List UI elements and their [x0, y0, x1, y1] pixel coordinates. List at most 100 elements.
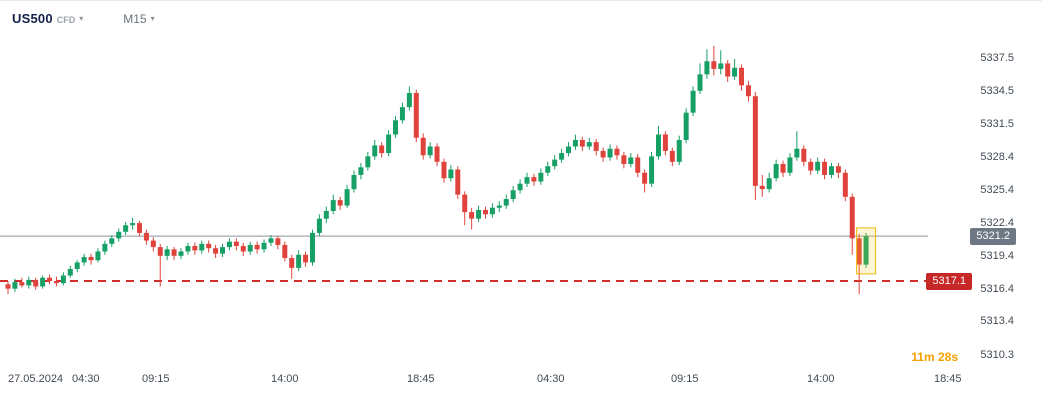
candle-down[interactable] [822, 161, 828, 175]
candle-down[interactable] [254, 244, 260, 250]
candle-down[interactable] [88, 256, 94, 261]
candle-up[interactable] [199, 243, 205, 251]
candle-up[interactable] [566, 146, 572, 154]
candle-up[interactable] [309, 232, 315, 263]
candle-up[interactable] [586, 142, 592, 147]
candle-up[interactable] [330, 200, 336, 212]
candle-down[interactable] [780, 164, 786, 173]
candle-down[interactable] [303, 254, 309, 263]
candle-down[interactable] [150, 240, 156, 248]
candle-down[interactable] [482, 209, 488, 215]
candle-up[interactable] [102, 243, 108, 252]
candle-up[interactable] [268, 238, 274, 243]
candle-down[interactable] [739, 67, 745, 86]
candle-down[interactable] [157, 247, 163, 256]
candle-down[interactable] [233, 241, 239, 247]
candle-down[interactable] [5, 284, 11, 289]
candle-down[interactable] [19, 282, 25, 286]
candle-up[interactable] [489, 207, 495, 215]
candle-up[interactable] [220, 247, 226, 254]
candle-up[interactable] [26, 279, 32, 286]
candle-up[interactable] [828, 166, 834, 175]
candle-down[interactable] [469, 212, 475, 219]
candle-up[interactable] [704, 61, 710, 75]
candle-up[interactable] [296, 254, 302, 268]
candle-down[interactable] [745, 85, 751, 97]
candle-down[interactable] [275, 238, 281, 245]
candle-down[interactable] [441, 161, 447, 179]
candle-up[interactable] [406, 92, 412, 108]
candle-up[interactable] [552, 159, 558, 167]
candle-up[interactable] [261, 242, 267, 250]
candle-up[interactable] [351, 174, 357, 190]
candle-down[interactable] [801, 148, 807, 162]
candle-down[interactable] [420, 137, 426, 156]
candle-down[interactable] [282, 244, 288, 259]
candle-down[interactable] [136, 223, 142, 233]
candle-up[interactable] [365, 156, 371, 168]
candle-up[interactable] [683, 112, 689, 140]
candle-down[interactable] [856, 238, 862, 265]
candle-down[interactable] [725, 63, 731, 77]
candle-up[interactable] [718, 63, 724, 69]
candle-up[interactable] [386, 134, 392, 154]
candle-up[interactable] [123, 225, 129, 232]
candle-down[interactable] [462, 194, 468, 213]
candle-up[interactable] [358, 167, 364, 175]
candle-up[interactable] [655, 134, 661, 157]
candle-up[interactable] [344, 189, 350, 206]
candle-up[interactable] [676, 139, 682, 162]
candle-down[interactable] [662, 134, 668, 151]
candle-up[interactable] [247, 244, 253, 252]
candle-up[interactable] [116, 231, 122, 239]
candle-up[interactable] [517, 183, 523, 191]
candle-up[interactable] [12, 282, 18, 289]
candle-up[interactable] [67, 268, 73, 276]
candle-down[interactable] [621, 155, 627, 165]
candle-down[interactable] [669, 150, 675, 162]
candle-down[interactable] [47, 277, 53, 281]
candle-up[interactable] [787, 157, 793, 173]
candle-up[interactable] [130, 223, 136, 226]
candle-up[interactable] [399, 107, 405, 121]
candle-down[interactable] [531, 177, 537, 182]
candle-up[interactable] [538, 172, 544, 182]
candle-up[interactable] [109, 238, 115, 244]
candle-down[interactable] [337, 200, 343, 206]
candle-down[interactable] [642, 172, 648, 184]
candle-up[interactable] [476, 209, 482, 219]
candle-down[interactable] [289, 258, 295, 268]
candle-down[interactable] [835, 166, 841, 173]
candle-up[interactable] [372, 145, 378, 157]
candle-up[interactable] [773, 164, 779, 179]
candle-down[interactable] [600, 150, 606, 158]
time-axis[interactable]: 27.05.2024 04:30 09:15 14:00 18:45 04:30 09:15… [0, 373, 1042, 391]
candle-up[interactable] [766, 178, 772, 190]
candle-up[interactable] [503, 199, 509, 206]
candle-down[interactable] [752, 96, 758, 186]
candle-down[interactable] [849, 196, 855, 239]
candle-down[interactable] [635, 157, 641, 173]
candle-up[interactable] [178, 251, 184, 256]
candle-down[interactable] [143, 232, 149, 241]
candle-down[interactable] [33, 279, 39, 287]
candle-up[interactable] [185, 246, 191, 252]
candle-down[interactable] [53, 281, 59, 284]
candle-down[interactable] [711, 61, 717, 69]
candle-up[interactable] [607, 148, 613, 158]
candle-down[interactable] [455, 169, 461, 195]
candle-down[interactable] [434, 146, 440, 162]
candle-up[interactable] [448, 169, 454, 179]
candle-up[interactable] [559, 153, 565, 160]
alert-price-badge[interactable]: 5317.1 [926, 273, 972, 290]
candle-up[interactable] [863, 236, 869, 265]
candle-up[interactable] [164, 249, 170, 256]
candle-up[interactable] [690, 90, 696, 113]
candle-up[interactable] [496, 205, 502, 208]
symbol-selector[interactable]: US500 CFD ▾ [12, 11, 83, 26]
candle-up[interactable] [393, 120, 399, 135]
candle-up[interactable] [95, 251, 101, 261]
candle-up[interactable] [323, 211, 329, 219]
candle-up[interactable] [572, 139, 578, 147]
